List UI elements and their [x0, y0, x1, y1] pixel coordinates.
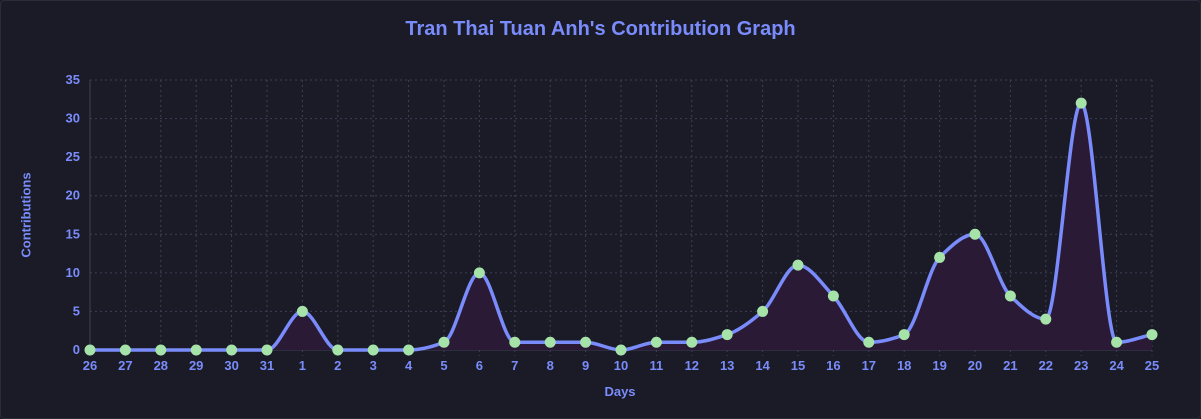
data-point — [296, 305, 308, 317]
data-point — [1075, 97, 1087, 109]
data-point — [863, 336, 875, 348]
data-point — [934, 251, 946, 263]
data-point — [721, 329, 733, 341]
data-point — [1004, 290, 1016, 302]
x-tick-label: 25 — [1145, 358, 1159, 373]
y-tick-label: 25 — [66, 149, 80, 164]
data-point — [580, 336, 592, 348]
data-point — [650, 336, 662, 348]
x-tick-label: 12 — [685, 358, 699, 373]
area-layer — [90, 103, 1152, 351]
data-point — [155, 344, 167, 356]
data-point — [1040, 313, 1052, 325]
data-point — [686, 336, 698, 348]
x-tick-label: 8 — [547, 358, 554, 373]
x-tick-label: 5 — [440, 358, 447, 373]
x-tick-label: 28 — [154, 358, 168, 373]
x-tick-label: 26 — [83, 358, 97, 373]
data-point — [827, 290, 839, 302]
data-point — [190, 344, 202, 356]
x-tick-label: 19 — [932, 358, 946, 373]
x-tick-label: 11 — [650, 358, 664, 373]
y-tick-label: 30 — [66, 111, 80, 126]
x-tick-label: 15 — [791, 358, 805, 373]
x-tick-label: 1 — [299, 358, 306, 373]
point-layer — [84, 97, 1158, 356]
x-tick-label: 6 — [476, 358, 483, 373]
x-tick-label: 16 — [826, 358, 840, 373]
data-point — [615, 344, 627, 356]
data-point — [226, 344, 238, 356]
x-tick-label: 9 — [582, 358, 589, 373]
chart-title: Tran Thai Tuan Anh's Contribution Graph — [405, 18, 796, 40]
x-tick-label: 24 — [1109, 358, 1124, 373]
x-tick-label: 31 — [260, 358, 274, 373]
y-tick-label: 35 — [66, 72, 80, 87]
data-point — [544, 336, 556, 348]
data-point — [438, 336, 450, 348]
x-tick-label: 7 — [511, 358, 518, 373]
data-point — [792, 259, 804, 271]
y-tick-label: 5 — [73, 303, 80, 318]
x-tick-label: 29 — [189, 358, 203, 373]
x-tick-label: 21 — [1003, 358, 1017, 373]
grid-layer — [89, 79, 1153, 356]
data-point — [509, 336, 521, 348]
data-point — [1111, 336, 1123, 348]
data-point — [403, 344, 415, 356]
x-tick-label: 2 — [334, 358, 341, 373]
data-point — [261, 344, 273, 356]
x-tick-label: 14 — [755, 358, 770, 373]
x-tick-label: 30 — [224, 358, 238, 373]
x-tick-labels: 26 27 28 29 30 31 1 2 3 4 5 6 7 8 9 10 11 12 13 14 15 16 17 18 1… — [83, 358, 1159, 373]
data-point — [119, 344, 131, 356]
y-tick-labels: 0 5 10 15 20 25 30 35 — [66, 72, 80, 357]
x-axis-title: Days — [604, 384, 636, 399]
x-tick-label: 17 — [862, 358, 876, 373]
y-tick-label: 0 — [73, 342, 80, 357]
y-tick-label: 10 — [66, 265, 80, 280]
x-tick-label: 10 — [614, 358, 628, 373]
x-tick-label: 23 — [1074, 358, 1088, 373]
x-tick-label: 27 — [118, 358, 132, 373]
data-point — [84, 344, 96, 356]
x-tick-label: 22 — [1039, 358, 1053, 373]
x-tick-label: 18 — [897, 358, 911, 373]
series-area — [90, 103, 1152, 351]
x-tick-label: 13 — [720, 358, 734, 373]
x-tick-label: 20 — [968, 358, 982, 373]
data-point — [473, 267, 485, 279]
data-point — [969, 228, 981, 240]
data-point — [1146, 329, 1158, 341]
data-point — [898, 329, 910, 341]
y-tick-label: 15 — [66, 226, 80, 241]
data-point — [367, 344, 379, 356]
x-tick-label: 3 — [370, 358, 377, 373]
x-tick-label: 4 — [405, 358, 413, 373]
data-point — [332, 344, 344, 356]
data-point — [757, 305, 769, 317]
y-tick-label: 20 — [66, 188, 80, 203]
